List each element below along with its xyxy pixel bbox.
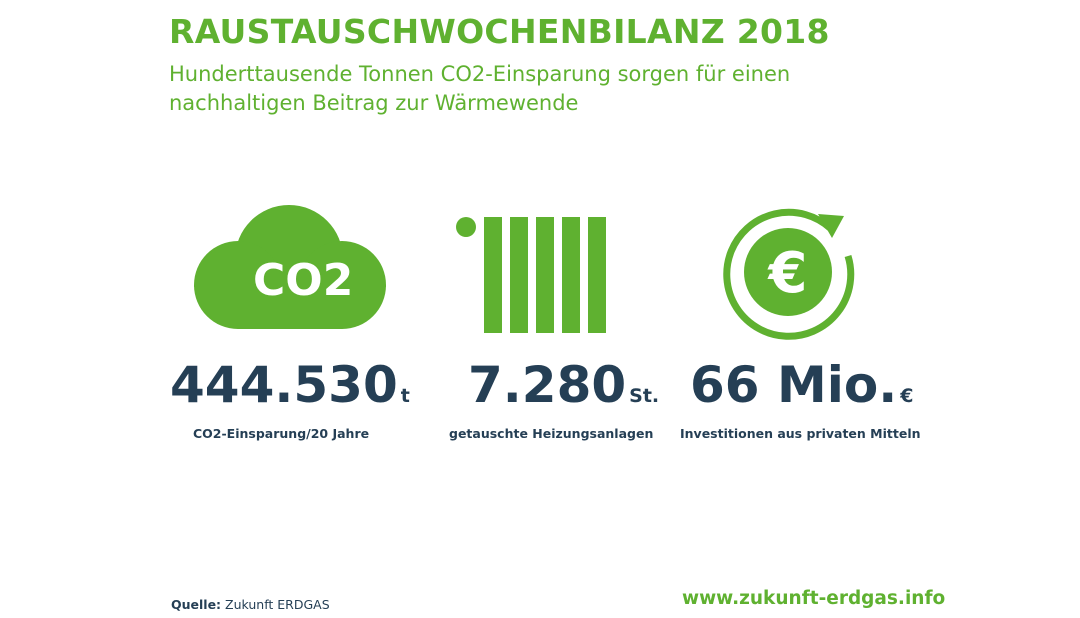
stat-number: 66 Mio. bbox=[690, 356, 898, 414]
stat-number: 444.530 bbox=[170, 356, 398, 414]
subtitle-line-1: Hunderttausende Tonnen CO2-Einsparung so… bbox=[169, 62, 791, 86]
subtitle-line-2: nachhaltigen Beitrag zur Wärmewende bbox=[169, 91, 579, 115]
co2-cloud-icon: CO2 bbox=[193, 203, 387, 335]
stat-caption-co2: CO2-Einsparung/20 Jahre bbox=[193, 426, 370, 441]
stat-caption-investment: Investitionen aus privaten Mitteln bbox=[680, 426, 921, 441]
co2-label: CO2 bbox=[253, 255, 353, 306]
stat-value-co2: 444.530 t bbox=[170, 350, 410, 431]
website-link[interactable]: www.zukunft-erdgas.info bbox=[682, 588, 946, 609]
stat-value-investment: 66 Mio. € bbox=[690, 350, 913, 431]
stat-unit: € bbox=[900, 385, 914, 407]
source-note: Quelle: Zukunft ERDGAS bbox=[171, 597, 330, 612]
source-label: Quelle: bbox=[171, 597, 222, 612]
stat-unit: t bbox=[400, 385, 410, 407]
source-value: Zukunft ERDGAS bbox=[225, 597, 330, 612]
stat-value-heating: 7.280 St. bbox=[468, 350, 659, 431]
page-subtitle: Hunderttausende Tonnen CO2-Einsparung so… bbox=[169, 60, 889, 118]
page-title: RAUSTAUSCHWOCHENBILANZ 2018 bbox=[169, 12, 830, 51]
radiator-icon bbox=[456, 215, 616, 335]
euro-symbol: € bbox=[767, 241, 808, 306]
stat-caption-heating: getauschte Heizungsanlagen bbox=[449, 426, 654, 441]
euro-cycle-icon: € bbox=[722, 202, 862, 342]
stat-unit: St. bbox=[629, 385, 660, 407]
stat-number: 7.280 bbox=[468, 356, 627, 414]
